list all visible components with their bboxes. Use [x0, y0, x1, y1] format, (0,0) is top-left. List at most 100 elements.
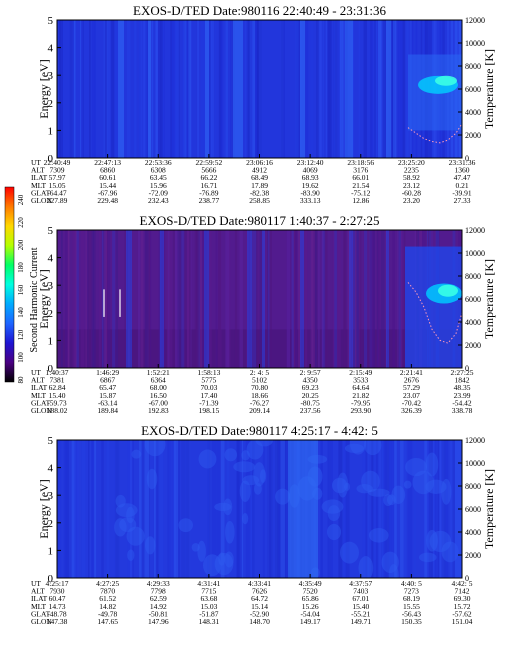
colorbar-tick-label: 220: [17, 217, 25, 228]
table-cell: 63.45: [150, 173, 167, 182]
y-tick-label: 0: [48, 153, 54, 165]
spectrogram-stripe: [268, 230, 270, 368]
spectrogram-stripe: [365, 440, 368, 578]
spectrogram-blob: [388, 564, 399, 578]
spectrogram-stripe: [171, 20, 176, 158]
table-cell: 4069: [303, 166, 318, 175]
spectrogram-stripe: [434, 440, 437, 578]
table-cell: 7870: [100, 587, 115, 596]
spectrogram-stripe: [181, 230, 185, 368]
y2-tick-label: 6000: [465, 505, 481, 514]
y-tick-label: 3: [48, 70, 54, 82]
spectrogram-stripe: [215, 230, 218, 368]
table-cell: 6860: [100, 166, 115, 175]
spectrogram-stripe: [332, 230, 335, 368]
spectrogram-stripe: [344, 440, 350, 578]
spectrogram-stripe: [194, 230, 199, 368]
spectrogram-blob: [441, 541, 459, 563]
spectrogram-blob: [441, 478, 452, 505]
spectrogram-stripe: [139, 440, 142, 578]
spectrogram-stripe: [427, 440, 430, 578]
spectrogram-stripe: [150, 230, 152, 368]
table-cell: 15.14: [251, 602, 268, 611]
spectrogram-stripe: [451, 440, 453, 578]
y2-tick-label: 2000: [465, 131, 481, 140]
spectrogram-stripe: [114, 440, 119, 578]
table-cell: 293.90: [350, 406, 371, 415]
spectrogram-stripe: [370, 230, 375, 368]
spectrogram-stripe: [176, 20, 181, 158]
spectrogram-stripe: [437, 440, 440, 578]
table-cell: 57.97: [49, 173, 66, 182]
spectrogram-blob: [383, 494, 393, 507]
table-cell: 16.71: [200, 181, 217, 190]
spectrogram-stripe: [207, 440, 209, 578]
table-cell: 19.62: [302, 181, 319, 190]
y-tick-label: 1: [48, 545, 54, 557]
spectrogram-stripe: [314, 230, 318, 368]
emission-peak: [435, 75, 457, 86]
table-cell: 192.83: [148, 406, 169, 415]
spectrogram-stripe: [190, 230, 192, 368]
table-cell: 68.49: [251, 173, 268, 182]
colorbar-tick-label: 160: [17, 284, 25, 295]
spectrogram-stripe: [216, 440, 221, 578]
spectrogram-stripe: [394, 440, 397, 578]
spectrogram-stripe: [183, 230, 187, 368]
table-cell: -83.90: [300, 188, 320, 197]
y-tick-label: 0: [48, 573, 54, 585]
spectrogram-stripe: [172, 230, 175, 368]
spectrogram-stripe: [320, 440, 323, 578]
colorbar-tick-label: 140: [17, 307, 25, 318]
table-cell: 7798: [151, 587, 166, 596]
spectrogram-blob: [367, 488, 390, 497]
y2-tick-label: 4000: [465, 108, 481, 117]
spectrogram-blob: [246, 440, 264, 460]
table-cell: 333.13: [300, 196, 321, 205]
spectrogram-blob: [233, 461, 256, 473]
spectrogram-stripe: [140, 230, 144, 368]
table-cell: 4:42: 5: [451, 579, 472, 588]
table-cell: 23:25:20: [398, 158, 425, 167]
spectrogram-stripe: [355, 230, 357, 368]
spectrogram-stripe: [384, 440, 390, 578]
table-cell: 12.86: [352, 196, 369, 205]
table-cell: 22:59:52: [196, 158, 223, 167]
spectrogram-stripe: [414, 440, 416, 578]
table-cell: 238.77: [199, 196, 220, 205]
spectrogram-stripe: [398, 230, 401, 368]
table-cell: 58.92: [403, 173, 420, 182]
spectrogram-blob: [197, 540, 206, 562]
table-cell: -76.27: [250, 398, 270, 407]
table-cell: 15.40: [352, 602, 369, 611]
spectrogram-stripe: [424, 440, 429, 578]
table-cell: 15.87: [99, 391, 116, 400]
spectrogram-stripe: [315, 20, 319, 158]
spectrogram-stripe: [229, 20, 231, 158]
spectrogram-stripe: [281, 20, 284, 158]
table-cell: 61.52: [99, 594, 116, 603]
spectrogram-stripe: [360, 230, 362, 368]
spectrogram-stripe: [339, 20, 344, 158]
spectrogram-blob: [386, 494, 396, 506]
spectrogram-stripe: [89, 440, 91, 578]
spectrogram-blob: [358, 556, 374, 578]
table-cell: 5102: [252, 376, 267, 385]
spectrogram-area: [57, 20, 462, 158]
spectrogram-stripe: [210, 20, 212, 158]
spectrogram-stripe: [196, 20, 200, 158]
spectrogram-blob: [339, 541, 359, 564]
spectrogram-stripe: [187, 20, 192, 158]
table-cell: -50.81: [149, 609, 169, 618]
spectrogram-stripe: [305, 20, 309, 158]
spectrogram-stripe: [249, 20, 253, 158]
spectrogram-stripe: [444, 440, 449, 578]
table-cell: 1360: [455, 166, 470, 175]
spectrogram-blob: [224, 551, 234, 568]
table-cell: 70.80: [251, 383, 268, 392]
y-tick-label: 1: [48, 335, 54, 347]
spectrogram-stripe: [187, 440, 189, 578]
spectrogram-blob: [191, 543, 200, 552]
table-cell: 4:31:41: [197, 579, 220, 588]
table-cell: 6308: [151, 166, 166, 175]
